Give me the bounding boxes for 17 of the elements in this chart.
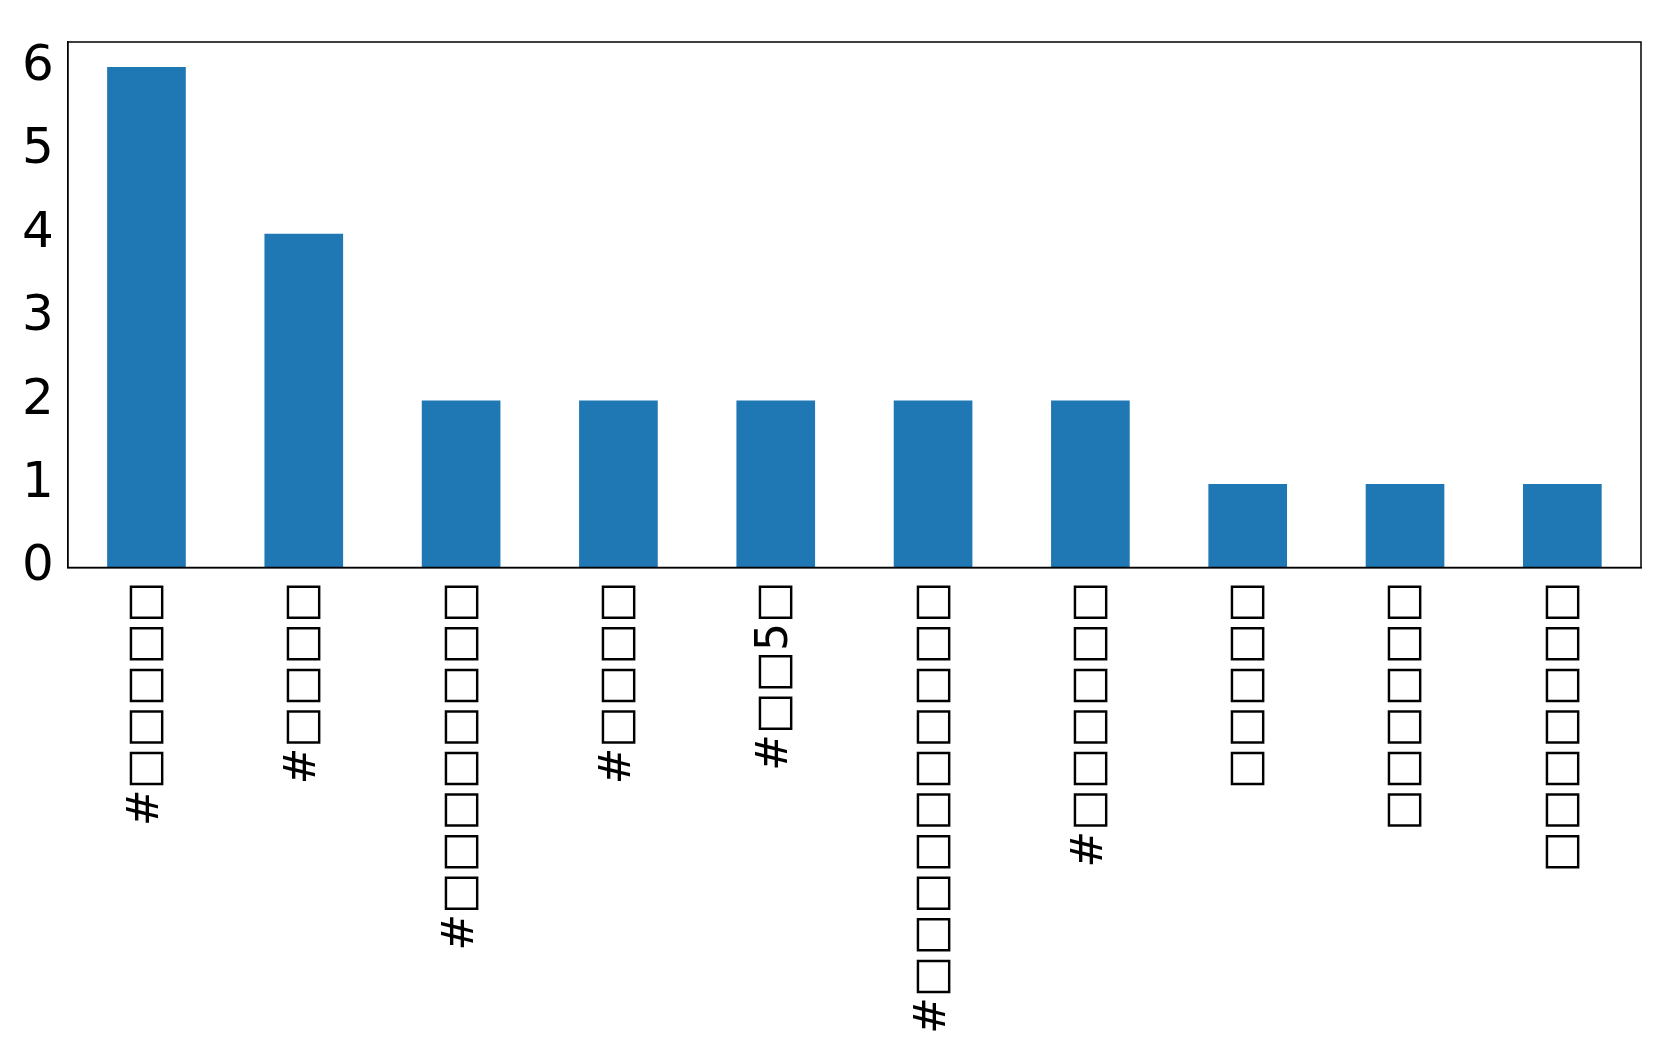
x-tick-label: #□□□□□□ [1060, 581, 1112, 868]
y-tick-label: 0 [22, 534, 54, 593]
y-tick-label: 3 [22, 284, 54, 343]
y-tick-label: 2 [22, 367, 54, 426]
x-tick-label: □□□□□ [1218, 581, 1270, 790]
y-tick-label: 4 [22, 200, 54, 259]
x-tick-label: □□□□□□ [1375, 581, 1427, 831]
y-tick-label: 1 [22, 451, 54, 509]
x-tick-label: □□□□□□□ [1532, 581, 1584, 873]
x-tick-label: #□□5□ [746, 581, 798, 771]
y-tick-label: 5 [22, 117, 54, 176]
x-tick-label: #□□□□□□□□ [431, 581, 483, 951]
x-tick-label: #□□□□ [274, 581, 326, 785]
x-tick-label: #□□□□□□□□□□ [903, 581, 955, 1034]
x-tick-label: #□□□□ [588, 581, 640, 785]
y-tick-label: 6 [22, 34, 54, 92]
x-tick-label: #□□□□□ [116, 581, 168, 827]
